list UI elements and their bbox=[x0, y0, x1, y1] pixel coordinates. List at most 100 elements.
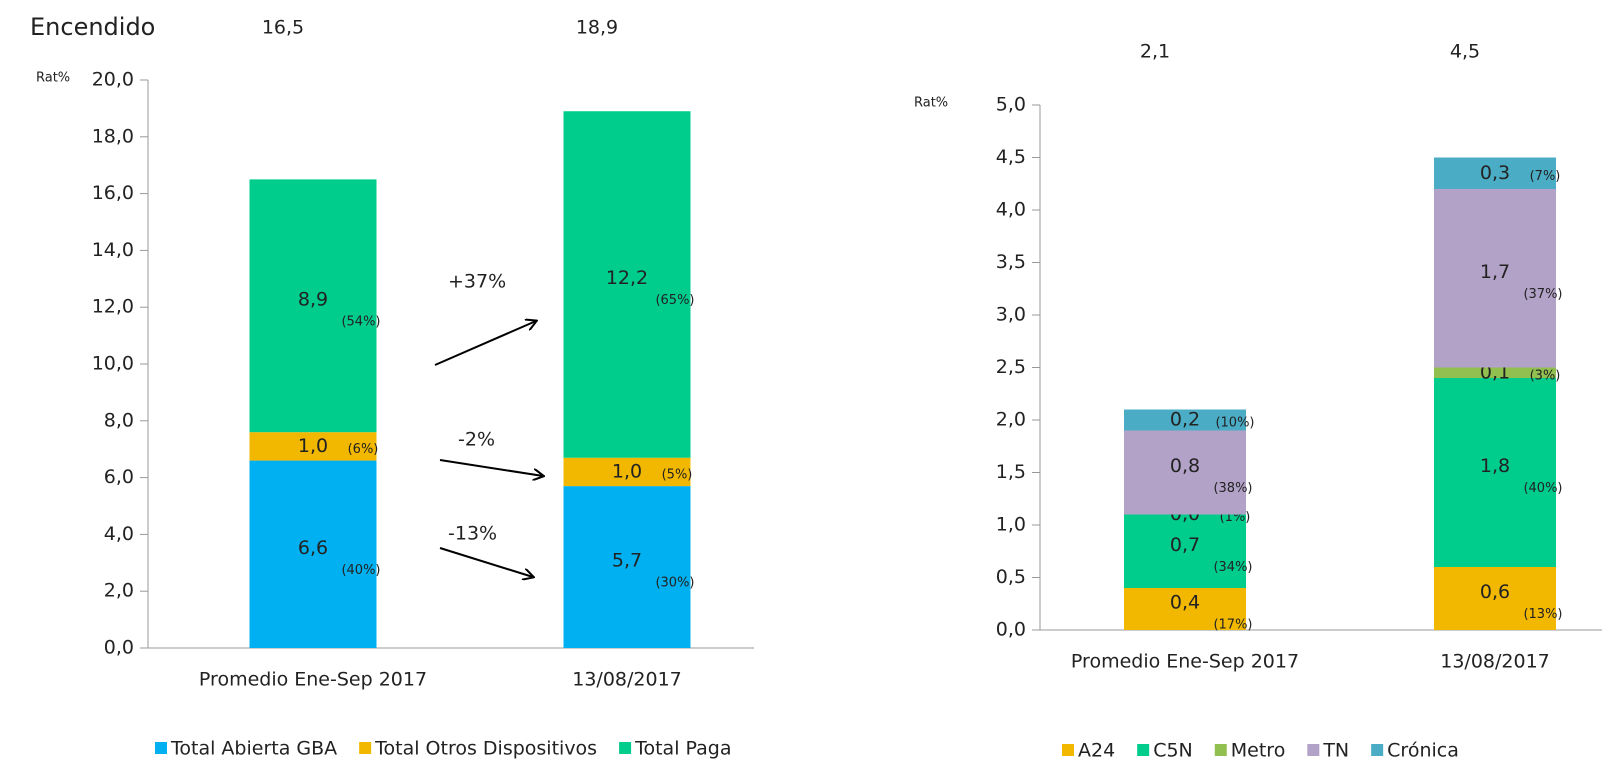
share-label: (40%) bbox=[341, 563, 380, 578]
bar-segment bbox=[1124, 430, 1246, 515]
share-label: (65%) bbox=[655, 293, 694, 308]
y-tick-label: 18,0 bbox=[92, 125, 134, 147]
y-tick-label: 14,0 bbox=[92, 239, 134, 261]
arrow bbox=[439, 547, 533, 577]
x-tick-label: 13/08/2017 bbox=[572, 669, 682, 691]
value-label: 8,9 bbox=[298, 288, 328, 310]
bar-segment bbox=[1434, 189, 1556, 368]
share-label: (37%) bbox=[1523, 287, 1562, 302]
y-axis-label: Rat% bbox=[914, 96, 948, 111]
y-tick-label: 0,0 bbox=[104, 637, 134, 659]
change-label: -2% bbox=[458, 429, 495, 451]
legend-label: A24 bbox=[1078, 740, 1115, 762]
share-label: (30%) bbox=[655, 576, 694, 591]
value-label: 0,2 bbox=[1170, 409, 1200, 431]
total-label: 16,5 bbox=[262, 17, 304, 39]
legend-label: Total Abierta GBA bbox=[170, 738, 337, 760]
x-tick-label: Promedio Ene-Sep 2017 bbox=[199, 669, 427, 691]
value-label: 0,6 bbox=[1480, 581, 1510, 603]
share-label: (34%) bbox=[1213, 560, 1252, 575]
y-tick-label: 4,0 bbox=[104, 523, 134, 545]
y-tick-label: 16,0 bbox=[92, 182, 134, 204]
total-label: 4,5 bbox=[1450, 41, 1480, 63]
value-label: 5,7 bbox=[612, 550, 642, 572]
x-tick-label: 13/08/2017 bbox=[1440, 651, 1550, 673]
y-tick-label: 4,5 bbox=[996, 146, 1026, 168]
legend-swatch bbox=[619, 742, 632, 754]
bar-segment bbox=[1434, 367, 1556, 378]
share-label: (17%) bbox=[1213, 618, 1252, 633]
share-label: (54%) bbox=[341, 314, 380, 329]
y-tick-label: 5,0 bbox=[996, 94, 1026, 116]
bar-segment bbox=[1434, 157, 1556, 189]
value-label: 12,2 bbox=[606, 267, 648, 289]
y-tick-label: 6,0 bbox=[104, 466, 134, 488]
bar-segment bbox=[249, 432, 377, 461]
legend-swatch bbox=[1371, 744, 1384, 756]
bar-segment bbox=[249, 460, 377, 648]
total-label: 18,9 bbox=[576, 17, 618, 39]
y-axis-label: Rat% bbox=[36, 71, 70, 86]
arrow bbox=[434, 321, 536, 366]
share-label: (5%) bbox=[662, 467, 693, 482]
value-label: 1,7 bbox=[1480, 261, 1510, 283]
change-label: -13% bbox=[448, 523, 497, 545]
total-label: 2,1 bbox=[1140, 41, 1170, 63]
y-tick-label: 2,0 bbox=[104, 580, 134, 602]
y-tick-label: 1,0 bbox=[996, 514, 1026, 536]
legend-swatch bbox=[1137, 744, 1150, 756]
legend-swatch bbox=[1307, 744, 1320, 756]
value-label: 0,3 bbox=[1480, 162, 1510, 184]
y-tick-label: 2,0 bbox=[996, 409, 1026, 431]
chart-title: Encendido bbox=[30, 13, 155, 41]
bar-segment bbox=[1434, 567, 1556, 630]
y-tick-label: 0,0 bbox=[996, 619, 1026, 641]
value-label: 1,0 bbox=[612, 460, 642, 482]
bar-segment bbox=[563, 486, 691, 648]
share-label: (10%) bbox=[1215, 416, 1254, 431]
change-label: +37% bbox=[448, 271, 506, 293]
share-label: (7%) bbox=[1530, 169, 1561, 184]
share-label: (38%) bbox=[1213, 481, 1252, 496]
y-tick-label: 4,0 bbox=[996, 199, 1026, 221]
legend-label: Crónica bbox=[1387, 740, 1459, 762]
bar-segment bbox=[1124, 514, 1246, 588]
legend-label: Total Paga bbox=[634, 738, 731, 760]
value-label: 0,8 bbox=[1170, 455, 1200, 477]
legend-label: Total Otros Dispositivos bbox=[374, 738, 597, 760]
bar-segment bbox=[1124, 409, 1246, 431]
bar-segment bbox=[1434, 378, 1556, 567]
bar-segment bbox=[1124, 588, 1246, 630]
share-label: (40%) bbox=[1523, 481, 1562, 496]
share-label: (13%) bbox=[1523, 607, 1562, 622]
arrow bbox=[439, 459, 543, 476]
value-label: 0,7 bbox=[1170, 534, 1200, 556]
y-tick-label: 3,5 bbox=[996, 251, 1026, 273]
share-label: (3%) bbox=[1530, 368, 1561, 383]
legend-swatch bbox=[359, 742, 372, 754]
y-tick-label: 0,5 bbox=[996, 566, 1026, 588]
y-tick-label: 2,5 bbox=[996, 356, 1026, 378]
share-label: (6%) bbox=[348, 442, 379, 457]
y-tick-label: 20,0 bbox=[92, 69, 134, 91]
y-tick-label: 1,5 bbox=[996, 461, 1026, 483]
y-tick-label: 3,0 bbox=[996, 304, 1026, 326]
legend-swatch bbox=[1062, 744, 1074, 756]
bar-segment bbox=[563, 111, 691, 458]
legend-label: Metro bbox=[1231, 740, 1286, 762]
value-label: 1,8 bbox=[1480, 455, 1510, 477]
value-label: 6,6 bbox=[298, 537, 328, 559]
y-tick-label: 10,0 bbox=[92, 353, 134, 375]
y-tick-label: 8,0 bbox=[104, 409, 134, 431]
y-tick-label: 12,0 bbox=[92, 296, 134, 318]
x-tick-label: Promedio Ene-Sep 2017 bbox=[1071, 651, 1299, 673]
value-label: 1,0 bbox=[298, 435, 328, 457]
value-label: 0,4 bbox=[1170, 592, 1200, 614]
legend-swatch bbox=[1214, 744, 1227, 756]
bar-segment bbox=[563, 457, 691, 487]
legend-label: TN bbox=[1322, 740, 1349, 762]
bar-segment bbox=[249, 179, 377, 433]
legend-swatch bbox=[155, 742, 167, 754]
legend-label: C5N bbox=[1153, 740, 1193, 762]
